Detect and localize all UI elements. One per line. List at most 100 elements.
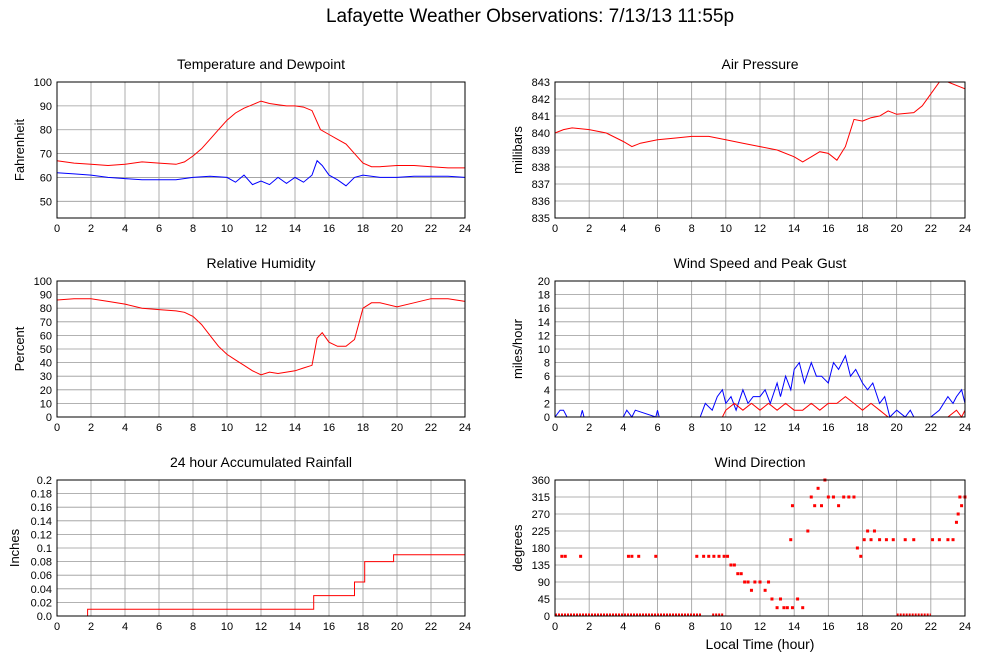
y-tick-label: 12 [538, 330, 550, 342]
wind-direction-point [956, 512, 960, 516]
x-tick-label: 6 [654, 422, 660, 434]
y-tick-label: 40 [40, 358, 52, 370]
y-tick-label: 135 [532, 560, 550, 572]
wind-direction-point [801, 606, 805, 610]
x-tick-label: 16 [822, 223, 834, 235]
y-tick-label: 20 [40, 385, 52, 397]
wind-direction-point [712, 554, 716, 558]
x-tick-label: 20 [891, 223, 903, 235]
wind-direction-point [826, 495, 830, 499]
x-tick-label: 2 [586, 621, 592, 633]
wind-direction-point [862, 538, 866, 542]
x-tick-label: 4 [620, 422, 626, 434]
y-tick-label: 838 [532, 162, 550, 174]
plot-frame [56, 81, 466, 219]
wind-direction-point [946, 538, 950, 542]
x-tick-label: 4 [122, 223, 128, 235]
y-axis-title: miles/hour [510, 318, 525, 379]
wind-direction-point [937, 538, 941, 542]
y-tick-label: 18 [538, 290, 550, 302]
x-tick-label: 6 [156, 422, 162, 434]
plot-frame [554, 280, 966, 418]
wind-direction-point [626, 554, 630, 558]
wind-direction-point [831, 495, 835, 499]
x-tick-label: 24 [459, 621, 471, 633]
y-tick-label: 10 [40, 398, 52, 410]
y-tick-label: 180 [532, 543, 550, 555]
x-tick-label: 18 [856, 223, 868, 235]
wind-direction-point [878, 538, 882, 542]
x-tick-label: 14 [289, 223, 301, 235]
y-tick-label: 50 [40, 344, 52, 356]
wind-direction-point [806, 529, 810, 533]
wind-direction-point [855, 546, 859, 550]
x-tick-label: 22 [925, 422, 937, 434]
y-tick-label: 0.2 [37, 475, 52, 487]
x-tick-label: 12 [255, 621, 267, 633]
y-tick-label: 0.06 [31, 570, 52, 582]
temperature-series-line-red [56, 100, 465, 169]
x-tick-label: 2 [88, 422, 94, 434]
wind-direction-point [951, 538, 955, 542]
x-tick-label: 12 [754, 422, 766, 434]
x-tick-label: 18 [357, 422, 369, 434]
wind-direction-point [579, 554, 583, 558]
x-tick-label: 8 [190, 621, 196, 633]
x-tick-label: 4 [620, 621, 626, 633]
y-tick-label: 14 [538, 317, 550, 329]
x-tick-label: 6 [654, 621, 660, 633]
page-title: Lafayette Weather Observations: 7/13/13 … [325, 6, 735, 27]
x-tick-label: 14 [289, 422, 301, 434]
wind-direction-point [739, 572, 743, 576]
wind-direction-point [869, 538, 873, 542]
x-tick-label: 0 [54, 422, 60, 434]
x-tick-label: 4 [122, 621, 128, 633]
y-tick-label: 836 [532, 196, 550, 208]
wind-direction-point [837, 504, 841, 508]
x-tick-label: 16 [323, 223, 335, 235]
x-tick-label: 6 [156, 223, 162, 235]
y-tick-label: 0.18 [31, 489, 52, 501]
x-tick-label: 8 [689, 223, 695, 235]
wind-direction-point [753, 580, 757, 584]
y-tick-label: 10 [538, 344, 550, 356]
y-tick-label: 0.04 [31, 584, 52, 596]
wind-direction-point [563, 554, 567, 558]
x-tick-label: 6 [156, 621, 162, 633]
x-tick-label: 10 [720, 621, 732, 633]
x-tick-label: 14 [788, 422, 800, 434]
wind-direction-point [758, 580, 762, 584]
wind-direction-point [954, 520, 958, 524]
y-tick-label: 80 [40, 125, 52, 137]
wind-direction-point [743, 580, 747, 584]
chart-title: Temperature and Dewpoint [177, 56, 345, 72]
x-tick-label: 16 [822, 422, 834, 434]
wind-direction-point [746, 580, 750, 584]
y-tick-label: 90 [538, 577, 550, 589]
x-tick-label: 0 [54, 223, 60, 235]
x-tick-label: 12 [754, 621, 766, 633]
wind-direction-point [637, 554, 641, 558]
y-tick-label: 360 [532, 475, 550, 487]
x-tick-label: 18 [856, 621, 868, 633]
wind-direction-point [763, 588, 767, 592]
wind-direction-point [729, 563, 733, 567]
x-tick-label: 24 [459, 422, 471, 434]
plot-frame [56, 479, 466, 617]
y-tick-label: 100 [34, 77, 52, 89]
y-tick-label: 225 [532, 526, 550, 538]
x-tick-label: 20 [391, 422, 403, 434]
wind-direction-point [912, 538, 916, 542]
x-tick-label: 12 [255, 422, 267, 434]
y-tick-label: 0.1 [37, 543, 52, 555]
x-tick-label: 4 [620, 223, 626, 235]
y-tick-label: 842 [532, 94, 550, 106]
wind-direction-point [809, 495, 813, 499]
y-tick-label: 60 [40, 172, 52, 184]
x-tick-label: 18 [357, 621, 369, 633]
